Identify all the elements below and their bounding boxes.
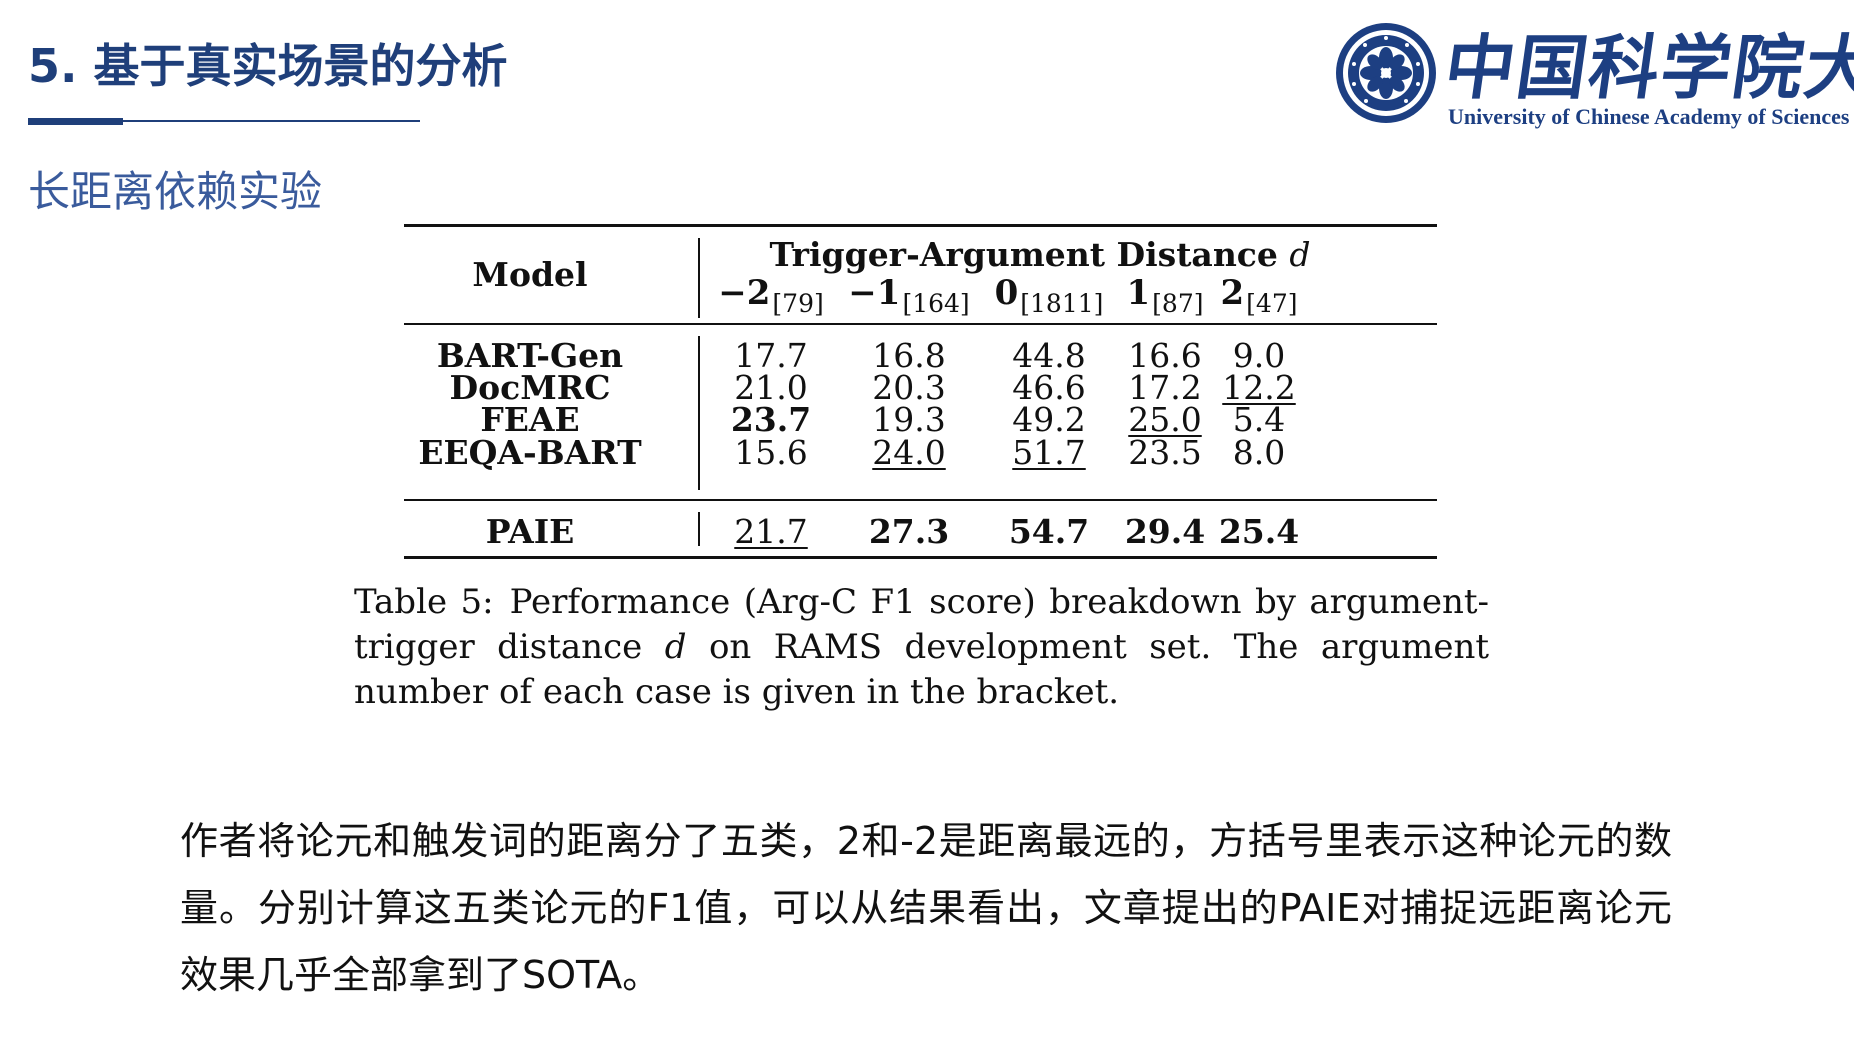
- score-cell: 16.8: [872, 336, 946, 375]
- ucas-logo: 中国科学院大学 University of Chinese Academy of…: [1334, 10, 1854, 135]
- title-underline-accent: [28, 118, 123, 125]
- model-name: PAIE: [485, 512, 575, 551]
- table-header-rule: [404, 323, 1437, 325]
- ucas-english-name: University of Chinese Academy of Science…: [1448, 104, 1850, 129]
- table-top-rule: [404, 224, 1437, 227]
- table-mid-rule: [404, 499, 1437, 501]
- score-cell: 49.2: [1012, 400, 1086, 439]
- score-cell: 20.3: [872, 368, 946, 407]
- score-cell: 15.6: [734, 433, 808, 472]
- score-cell: 16.6: [1128, 336, 1202, 375]
- score-cell: 5.4: [1232, 400, 1286, 439]
- caption-variable: d: [664, 627, 687, 667]
- score-cell: 54.7: [1008, 512, 1090, 551]
- slide-title: 5. 基于真实场景的分析: [28, 39, 508, 93]
- distance-count: [164]: [902, 289, 970, 318]
- ucas-chinese-name: 中国科学院大学: [1439, 26, 1854, 109]
- results-table: Model Trigger-Argument Distance d −2[79]…: [390, 224, 1437, 561]
- distance-variable: d: [1289, 235, 1311, 274]
- distance-value: 1: [1126, 273, 1151, 313]
- distance-value: −1: [848, 273, 901, 313]
- score-cell: 44.8: [1012, 336, 1086, 375]
- score-cell: 51.7: [1012, 433, 1086, 472]
- model-name: EEQA-BART: [418, 433, 642, 472]
- score-cell: 24.0: [872, 433, 946, 472]
- caption-text-2: on RAMS development set. The argument nu…: [354, 627, 1490, 712]
- distance-count: [1811]: [1020, 289, 1104, 318]
- distance-count: [79]: [772, 289, 824, 318]
- score-cell: 17.7: [734, 336, 808, 375]
- score-cell: 46.6: [1012, 368, 1086, 407]
- distance-label: −2[79]: [718, 273, 823, 316]
- ucas-seal-icon: [1336, 23, 1436, 123]
- distance-value: 0: [994, 273, 1019, 313]
- distance-count: [47]: [1246, 289, 1298, 318]
- score-cell: 21.7: [734, 512, 808, 551]
- distance-label: 2[47]: [1220, 273, 1298, 316]
- score-cell: 25.4: [1218, 512, 1300, 551]
- score-cell: 27.3: [868, 512, 950, 551]
- table-separator-body: [698, 336, 700, 490]
- slide-subtitle: 长距离依赖实验: [28, 167, 323, 216]
- distance-value: 2: [1220, 273, 1245, 313]
- model-name: DocMRC: [449, 368, 611, 407]
- distance-label: 0[1811]: [994, 273, 1104, 316]
- distance-count: [87]: [1152, 289, 1204, 318]
- score-cell: 17.2: [1128, 368, 1202, 407]
- table-caption: Table 5: Performance (Arg-C F1 score) bre…: [354, 580, 1489, 715]
- score-cell: 9.0: [1232, 336, 1286, 375]
- distance-column-header: Trigger-Argument Distance d: [769, 238, 1310, 271]
- score-cell: 23.5: [1128, 433, 1202, 472]
- distance-header-text: Trigger-Argument Distance: [769, 235, 1278, 274]
- caption-label: Table 5:: [354, 582, 494, 622]
- score-cell: 21.0: [734, 368, 808, 407]
- score-cell: 12.2: [1222, 368, 1296, 407]
- table-separator-final: [698, 512, 700, 546]
- title-underline: [28, 120, 420, 122]
- score-cell: 23.7: [730, 400, 812, 439]
- score-cell: 25.0: [1128, 400, 1202, 439]
- explanation-paragraph: 作者将论元和触发词的距离分了五类，2和-2是距离最远的，方括号里表示这种论元的数…: [180, 819, 1672, 997]
- distance-value: −2: [718, 273, 771, 313]
- caption-text-1: Performance (Arg-C F1 score) breakdown b…: [354, 582, 1489, 667]
- score-cell: 8.0: [1232, 433, 1286, 472]
- model-name: BART-Gen: [436, 336, 624, 375]
- table-bottom-rule: [404, 556, 1437, 559]
- model-column-header: Model: [472, 255, 588, 294]
- model-name: FEAE: [480, 400, 580, 439]
- table-separator-header: [698, 238, 700, 318]
- score-cell: 29.4: [1124, 512, 1206, 551]
- distance-label: −1[164]: [848, 273, 969, 316]
- distance-label: 1[87]: [1126, 273, 1204, 316]
- score-cell: 19.3: [872, 400, 946, 439]
